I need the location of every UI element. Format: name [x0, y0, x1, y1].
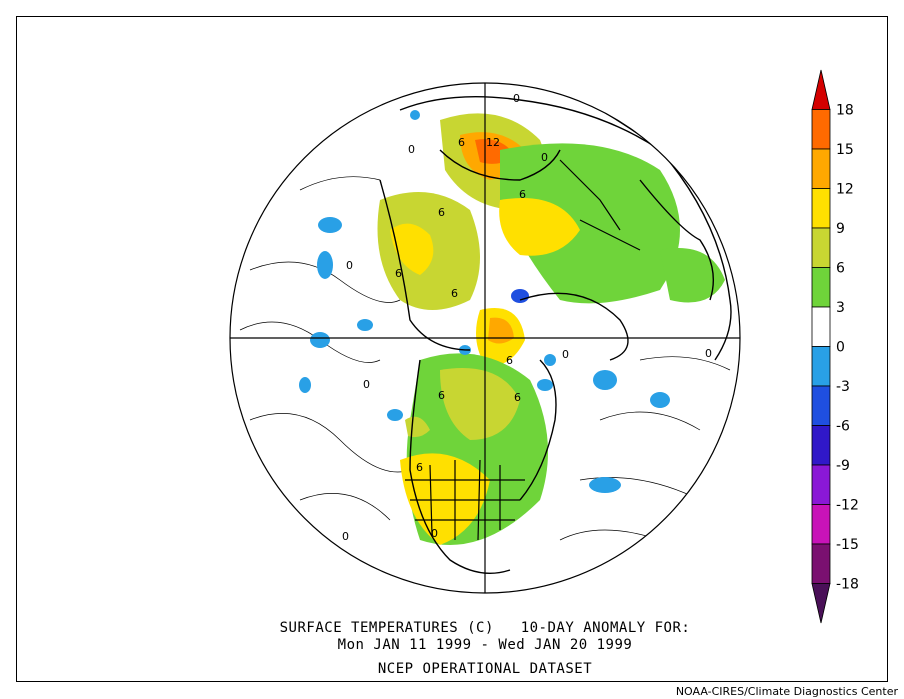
map-frame — [16, 16, 888, 682]
colorbar-tick-label: -12 — [836, 498, 859, 514]
colorbar-segment — [811, 109, 831, 150]
contour-label: 0 — [363, 378, 370, 391]
contour-label: 0 — [346, 259, 353, 272]
graticule — [230, 83, 740, 593]
dataset-name: NCEP OPERATIONAL DATASET — [377, 661, 593, 677]
region-asia-warm — [500, 143, 680, 304]
colorbar-segment — [811, 464, 831, 505]
region-west-eurasia — [390, 223, 434, 275]
contour-label: 6 — [519, 188, 526, 201]
contour-label: 6 — [438, 389, 445, 402]
map-boundary — [229, 82, 741, 594]
colorbar-tick-label: 6 — [836, 261, 845, 277]
region-usa-warm — [400, 453, 490, 545]
contour-label: 6 — [514, 391, 521, 404]
region-canada-warm — [440, 368, 520, 440]
contour-label: 0 — [541, 151, 548, 164]
contour-label: 0 — [562, 348, 569, 361]
contour-label: 6 — [506, 354, 513, 367]
colorbar-segment — [811, 148, 831, 189]
colorbar-segment — [811, 188, 831, 229]
colorbar-tick-label: -3 — [836, 379, 850, 395]
colorbar-segment — [811, 504, 831, 545]
contour-label: 0 — [513, 92, 520, 105]
colorbar-segment — [811, 583, 831, 624]
contour-label: 12 — [486, 136, 500, 149]
region-pacific-warm — [660, 248, 725, 303]
contour-label: 6 — [458, 136, 465, 149]
colorbar-segment — [811, 267, 831, 308]
contour-labels: 12 6 6 6 6 6 6 6 6 6 0 0 0 0 0 0 0 0 0 — [342, 92, 712, 543]
colorbar-tick-label: -18 — [836, 577, 859, 593]
contour-label: 6 — [395, 267, 402, 280]
credit-text: NOAA-CIRES/Climate Diagnostics Center — [675, 685, 898, 698]
contour-label: 0 — [342, 530, 349, 543]
cold-anomaly-regions — [299, 110, 670, 493]
colorbar-segment — [811, 543, 831, 584]
contour-label: 6 — [416, 461, 423, 474]
colorbar-segment — [811, 346, 831, 387]
contour-label: 0 — [431, 527, 438, 540]
colorbar-segment — [811, 69, 831, 110]
colorbar-tick-label: 3 — [836, 300, 845, 316]
region-arctic-hot — [488, 317, 514, 344]
colorbar-segment — [811, 306, 831, 347]
contour-label: 6 — [438, 206, 445, 219]
contour-label: 0 — [705, 347, 712, 360]
contour-label: 0 — [408, 143, 415, 156]
colorbar-segment — [811, 425, 831, 466]
colorbar-segment — [811, 227, 831, 268]
contour-label: 6 — [451, 287, 458, 300]
colorbar-tick-label: -15 — [836, 537, 859, 553]
political-boundaries — [405, 159, 641, 541]
map-title: SURFACE TEMPERATURES (C) 10-DAY ANOMALY … — [279, 620, 691, 636]
colorbar-tick-label: -9 — [836, 458, 850, 474]
date-range: Mon JAN 11 1999 - Wed JAN 20 1999 — [337, 637, 633, 653]
colorbar-tick-label: 0 — [836, 340, 845, 356]
colorbar-tick-label: 12 — [836, 182, 854, 198]
colorbar-tick-label: 9 — [836, 221, 845, 237]
colorbar-tick-label: -6 — [836, 419, 850, 435]
colorbar-tick-label: 18 — [836, 103, 854, 119]
colorbar-tick-label: 15 — [836, 142, 854, 158]
region-central-asia — [499, 198, 580, 256]
colorbar-segment — [811, 385, 831, 426]
